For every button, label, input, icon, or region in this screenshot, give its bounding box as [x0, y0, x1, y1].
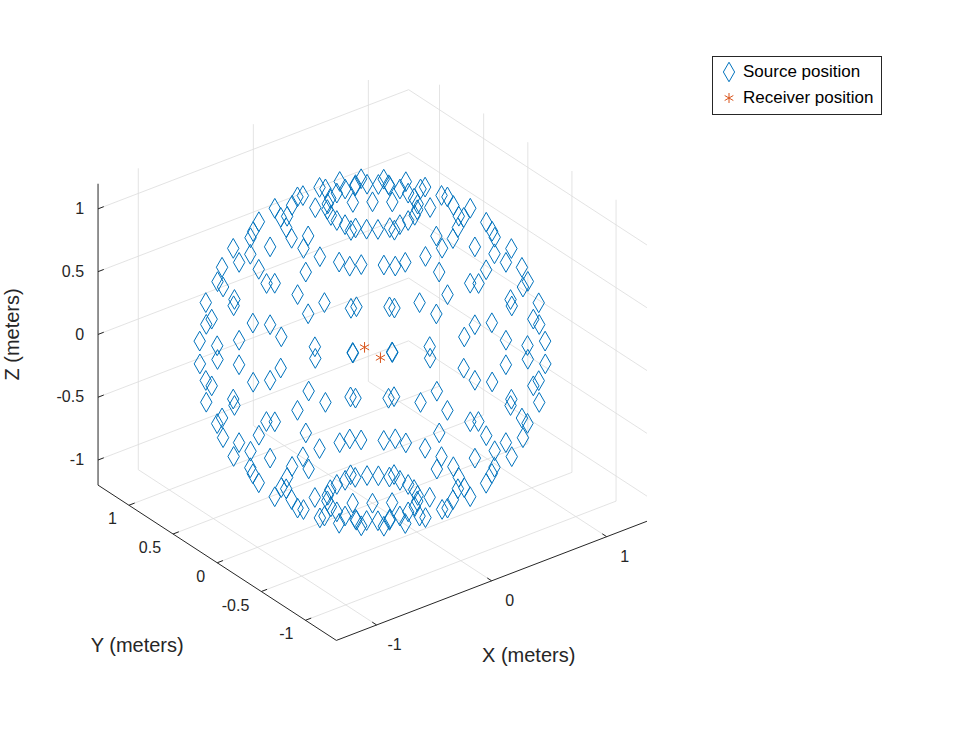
- svg-text:1: 1: [108, 510, 117, 527]
- svg-text:0.5: 0.5: [139, 539, 161, 556]
- svg-text:0: 0: [505, 592, 514, 609]
- svg-text:-1: -1: [279, 625, 293, 642]
- svg-text:0: 0: [75, 326, 84, 343]
- svg-text:-0.5: -0.5: [222, 597, 250, 614]
- svg-text:X (meters): X (meters): [482, 644, 575, 666]
- svg-text:-1: -1: [388, 636, 402, 653]
- svg-text:Z (meters): Z (meters): [1, 288, 23, 380]
- html-text:Source position: Source position: [743, 62, 861, 81]
- svg-text:Y (meters): Y (meters): [91, 634, 184, 656]
- svg-text:1: 1: [75, 200, 84, 217]
- svg-text:1: 1: [620, 548, 629, 565]
- svg-text:0: 0: [196, 568, 205, 585]
- html-text:Receiver position: Receiver position: [743, 88, 874, 107]
- svg-text:-1: -1: [70, 451, 84, 468]
- svg-text:0.5: 0.5: [62, 263, 84, 280]
- svg-text:-0.5: -0.5: [56, 388, 84, 405]
